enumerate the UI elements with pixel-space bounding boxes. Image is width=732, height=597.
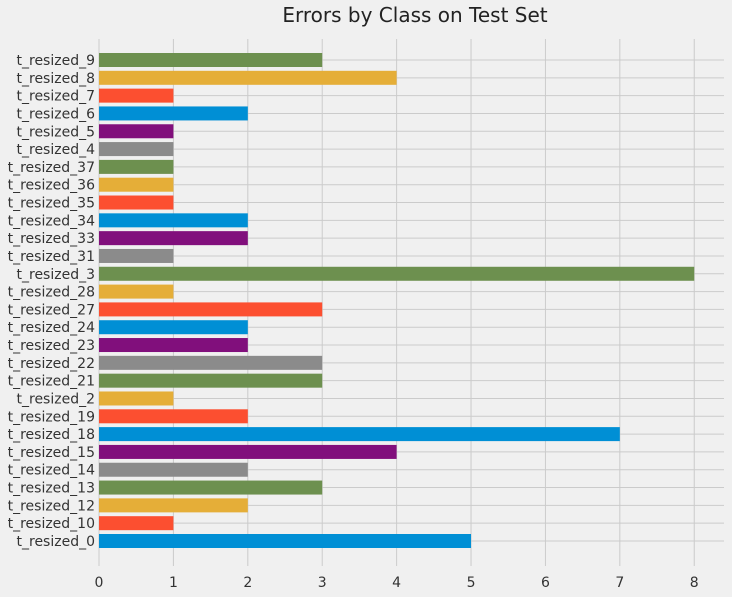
y-tick-label: t_resized_13 (8, 481, 95, 497)
x-tick-label: 7 (615, 575, 624, 591)
y-tick-label: t_resized_3 (17, 267, 96, 283)
y-tick-labels: t_resized_0t_resized_10t_resized_12t_res… (8, 53, 95, 550)
bar (99, 409, 248, 424)
y-tick-label: t_resized_15 (8, 445, 95, 461)
bar (99, 159, 174, 174)
y-tick-label: t_resized_5 (17, 124, 96, 140)
bar (99, 88, 174, 103)
x-tick-label: 0 (95, 575, 104, 591)
bar (99, 70, 397, 85)
y-tick-label: t_resized_27 (8, 302, 95, 318)
bar (99, 480, 323, 495)
bars (99, 53, 695, 548)
y-tick-label: t_resized_23 (8, 338, 95, 354)
bar (99, 231, 248, 246)
bar (99, 53, 323, 67)
y-tick-label: t_resized_6 (17, 106, 96, 122)
y-tick-label: t_resized_22 (8, 356, 95, 372)
bar (99, 427, 620, 442)
y-tick-label: t_resized_4 (17, 142, 96, 158)
chart-title: Errors by Class on Test Set (282, 3, 548, 27)
x-tick-label: 5 (467, 575, 476, 591)
x-tick-labels: 0 1 2 3 4 5 6 7 8 (95, 575, 699, 591)
y-tick-label: t_resized_31 (8, 249, 95, 265)
y-tick-label: t_resized_21 (8, 374, 95, 390)
bar (99, 106, 248, 121)
y-tick-label: t_resized_36 (8, 178, 95, 194)
bar (99, 142, 174, 157)
bar (99, 302, 323, 317)
bar (99, 444, 397, 459)
bar (99, 320, 248, 335)
bar (99, 195, 174, 210)
x-tick-label: 4 (392, 575, 401, 591)
bar (99, 498, 248, 513)
y-tick-label: t_resized_33 (8, 231, 95, 247)
bar (99, 266, 695, 281)
bar (99, 462, 248, 477)
y-tick-label: t_resized_12 (8, 498, 95, 514)
y-tick-label: t_resized_0 (17, 534, 96, 550)
y-tick-label: t_resized_24 (8, 320, 95, 336)
bar (99, 355, 323, 370)
y-tick-label: t_resized_2 (17, 391, 96, 407)
bar (99, 248, 174, 263)
bar (99, 124, 174, 139)
bar (99, 284, 174, 299)
y-tick-label: t_resized_34 (8, 213, 95, 229)
y-tick-label: t_resized_7 (17, 89, 96, 105)
y-tick-label: t_resized_18 (8, 427, 95, 443)
x-tick-label: 1 (169, 575, 178, 591)
y-tick-label: t_resized_8 (17, 71, 96, 87)
bar (99, 373, 323, 388)
bar (99, 391, 174, 406)
x-tick-label: 8 (690, 575, 699, 591)
x-tick-label: 6 (541, 575, 550, 591)
bar (99, 213, 248, 228)
y-tick-label: t_resized_14 (8, 463, 95, 479)
y-tick-label: t_resized_19 (8, 409, 95, 425)
x-tick-label: 3 (318, 575, 327, 591)
bar (99, 338, 248, 353)
x-tick-label: 2 (243, 575, 252, 591)
y-tick-label: t_resized_35 (8, 196, 95, 212)
bar (99, 516, 174, 531)
y-tick-label: t_resized_37 (8, 160, 95, 176)
y-tick-label: t_resized_28 (8, 285, 95, 301)
y-tick-label: t_resized_9 (17, 53, 96, 69)
y-tick-label: t_resized_10 (8, 516, 95, 532)
bar (99, 177, 174, 192)
bar (99, 534, 472, 548)
